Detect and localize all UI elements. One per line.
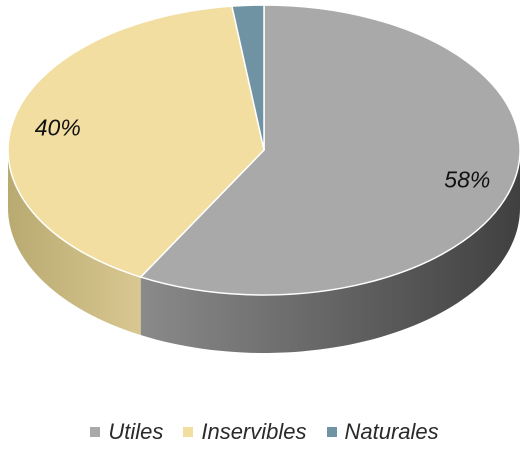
pie-side-utiles xyxy=(140,150,521,353)
pie-slice-inservibles xyxy=(7,5,265,278)
pie-side-layer xyxy=(8,150,521,353)
legend-label-inservibles: Inservibles xyxy=(201,419,307,444)
legend-label-naturales: Naturales xyxy=(344,419,439,444)
legend-swatch-inservibles xyxy=(183,427,194,437)
pie-side-inservibles xyxy=(8,150,141,336)
legend-item-utiles: Utiles xyxy=(90,419,163,445)
pie-top-layer xyxy=(7,4,521,296)
data-label-utiles: 58% xyxy=(444,167,490,193)
legend-item-inservibles: Inservibles xyxy=(183,419,307,445)
legend: Utiles Inservibles Naturales xyxy=(0,418,529,446)
pie-label-layer: 58%40%2% xyxy=(35,115,491,193)
legend-label-utiles: Utiles xyxy=(108,419,164,444)
legend-item-naturales: Naturales xyxy=(326,419,439,445)
legend-swatch-utiles xyxy=(90,427,101,437)
pie-chart: 58%40%2% xyxy=(7,4,521,353)
pie-slice-utiles xyxy=(139,4,521,296)
data-label-inservibles: 40% xyxy=(35,115,81,141)
legend-swatch-naturales xyxy=(326,427,337,437)
pie-slice-naturales xyxy=(231,4,265,151)
